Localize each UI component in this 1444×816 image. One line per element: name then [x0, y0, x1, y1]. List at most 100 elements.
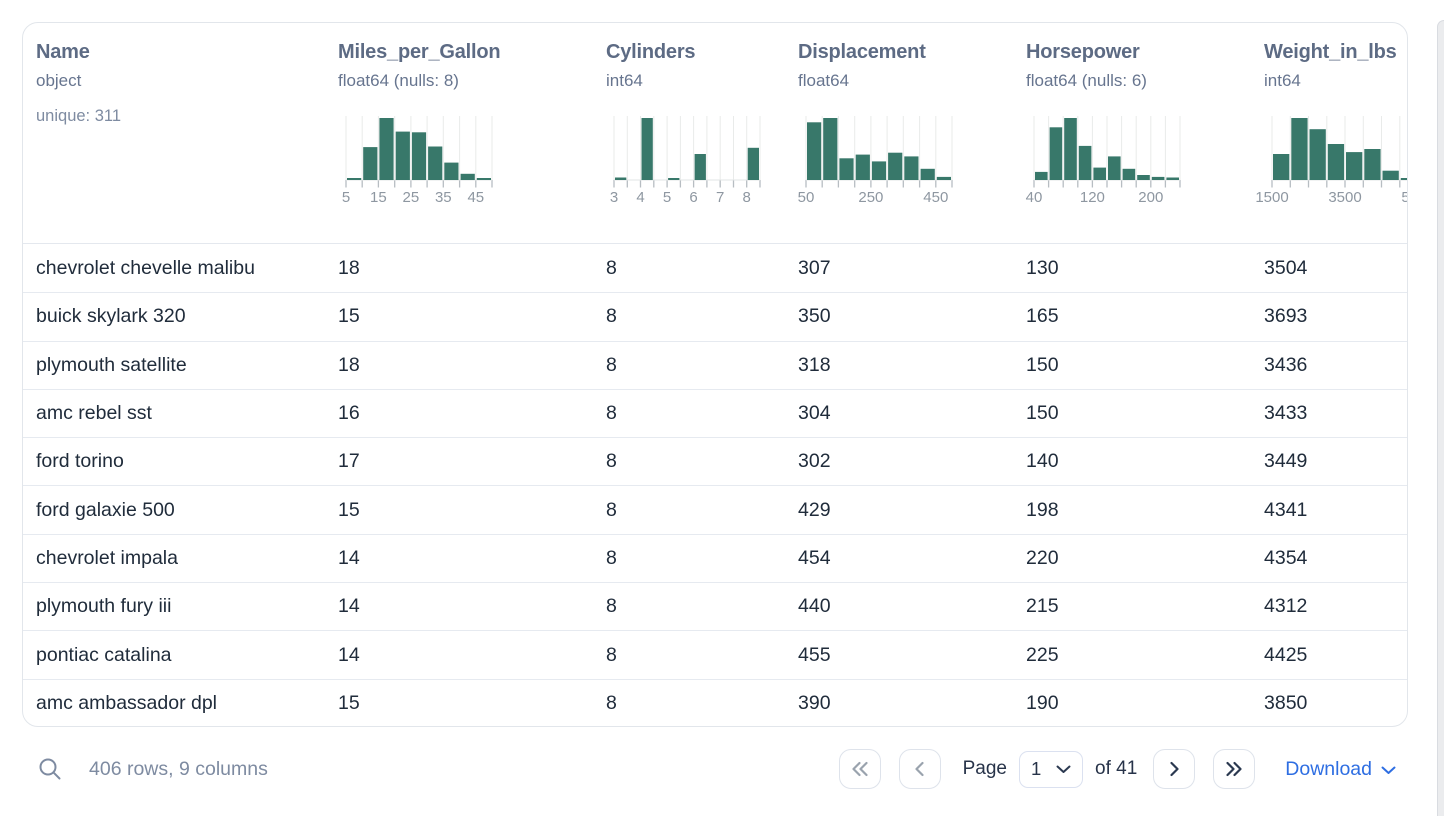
column-type: float64 (nulls: 6): [1026, 71, 1147, 90]
table-cell: 140: [1026, 450, 1059, 473]
chevron-down-icon: [1381, 766, 1396, 774]
svg-text:25: 25: [403, 189, 420, 206]
table-cell: 8: [606, 353, 617, 376]
histogram-miles-per-gallon[interactable]: 5 15 25 35 45: [342, 116, 493, 212]
table-cell: 4425: [1264, 643, 1308, 666]
search-icon[interactable]: [38, 757, 63, 782]
table-cell: 17: [338, 450, 360, 473]
svg-text:50: 50: [798, 189, 815, 206]
table-cell: 15: [338, 691, 360, 714]
download-button[interactable]: Download: [1285, 758, 1396, 781]
table-row: amc rebel sst 16 8 304 150 3433: [23, 388, 1407, 437]
prev-page-button[interactable]: [898, 749, 941, 789]
table-cell: 8: [606, 691, 617, 714]
table-cell: 3693: [1264, 305, 1308, 328]
table-cell: 4312: [1264, 595, 1308, 618]
table-cell: 14: [338, 595, 360, 618]
table-cell: 454: [798, 546, 831, 569]
table-cell: 440: [798, 595, 831, 618]
chevron-left-icon: [915, 761, 924, 777]
last-page-button[interactable]: [1213, 749, 1256, 789]
page-select[interactable]: 1: [1019, 750, 1083, 788]
table-cell: 455: [798, 643, 831, 666]
svg-text:7: 7: [716, 189, 724, 206]
histogram-cylinders[interactable]: 3 4 5 6 7 8: [610, 116, 761, 212]
table-cell: chevrolet chevelle malibu: [36, 256, 255, 279]
svg-text:40: 40: [1026, 189, 1043, 206]
table-cell: 302: [798, 450, 831, 473]
table-cell: 150: [1026, 402, 1059, 425]
table-row: amc ambassador dpl 15 8 390 190 3850: [23, 678, 1407, 726]
table-cell: 4341: [1264, 498, 1308, 521]
column-type: float64 (nulls: 8): [338, 71, 459, 90]
svg-text:120: 120: [1080, 189, 1105, 206]
svg-text:35: 35: [435, 189, 452, 206]
table-cell: 307: [798, 256, 831, 279]
table-cell: 8: [606, 450, 617, 473]
table-row: chevrolet impala 14 8 454 220 4354: [23, 533, 1407, 582]
table-cell: 8: [606, 546, 617, 569]
svg-text:250: 250: [858, 189, 883, 206]
table-cell: 3436: [1264, 353, 1308, 376]
table-cell: 198: [1026, 498, 1059, 521]
row-count-status: 406 rows, 9 columns: [89, 757, 268, 780]
chevron-down-icon: [1056, 765, 1071, 773]
page-total-label: of 41: [1095, 758, 1138, 779]
svg-text:3: 3: [610, 189, 618, 206]
svg-text:1500: 1500: [1255, 189, 1288, 206]
table-row: pontiac catalina 14 8 455 225 4425: [23, 630, 1407, 678]
adjacent-panel-edge: [1437, 20, 1444, 816]
column-type: int64: [1264, 71, 1301, 90]
download-label: Download: [1285, 757, 1372, 780]
table-cell: 8: [606, 402, 617, 425]
column-title: Displacement: [798, 41, 926, 63]
table-cell: plymouth satellite: [36, 353, 187, 376]
svg-text:5: 5: [342, 189, 350, 206]
first-page-button[interactable]: [838, 749, 881, 789]
table-cell: 150: [1026, 353, 1059, 376]
footer: 406 rows, 9 columns Page 1 of 41 Downloa…: [22, 741, 1408, 797]
table-cell: 8: [606, 643, 617, 666]
svg-text:5: 5: [663, 189, 671, 206]
svg-text:4: 4: [636, 189, 644, 206]
column-title: Weight_in_lbs: [1264, 41, 1397, 63]
svg-text:450: 450: [923, 189, 948, 206]
table-cell: 190: [1026, 691, 1059, 714]
chevron-right-icon: [1170, 761, 1179, 777]
column-title: Miles_per_Gallon: [338, 41, 501, 63]
column-title: Horsepower: [1026, 41, 1140, 63]
table-cell: 3449: [1264, 450, 1308, 473]
column-header-weight-in-lbs: Weight_in_lbs int64 1500 3500 5500: [1255, 23, 1408, 243]
table-cell: 390: [798, 691, 831, 714]
table-cell: ford torino: [36, 450, 124, 473]
histogram-displacement[interactable]: 50 250 450: [798, 116, 953, 212]
table-row: ford torino 17 8 302 140 3449: [23, 437, 1407, 485]
table-cell: 8: [606, 256, 617, 279]
svg-text:6: 6: [689, 189, 697, 206]
table-cell: 3433: [1264, 402, 1308, 425]
column-header-horsepower: Horsepower float64 (nulls: 6) 40 120 200: [1026, 23, 1264, 243]
histogram-weight-in-lbs[interactable]: 1500 3500 5500: [1255, 116, 1408, 212]
column-title: Cylinders: [606, 41, 696, 63]
page-select-value: 1: [1031, 758, 1042, 779]
table-cell: 3504: [1264, 256, 1308, 279]
next-page-button[interactable]: [1153, 749, 1196, 789]
column-header-cylinders: Cylinders int64 3 4 5 6 7 8: [606, 23, 798, 243]
table-cell: amc rebel sst: [36, 402, 152, 425]
table-cell: 18: [338, 353, 360, 376]
table-cell: plymouth fury iii: [36, 595, 172, 618]
svg-text:15: 15: [370, 189, 387, 206]
histogram-horsepower[interactable]: 40 120 200: [1026, 116, 1181, 212]
column-header-name: Name object unique: 311: [23, 23, 338, 243]
table-cell: 8: [606, 305, 617, 328]
table-cell: 14: [338, 643, 360, 666]
table-row: chevrolet chevelle malibu 18 8 307 130 3504: [23, 244, 1407, 292]
table-row: plymouth satellite 18 8 318 150 3436: [23, 340, 1407, 389]
table-cell: 318: [798, 353, 831, 376]
table-cell: 15: [338, 305, 360, 328]
table-body: chevrolet chevelle malibu 18 8 307 130 3504 bu…: [23, 244, 1407, 726]
double-chevron-right-icon: [1226, 761, 1242, 777]
column-type: object: [36, 71, 82, 90]
